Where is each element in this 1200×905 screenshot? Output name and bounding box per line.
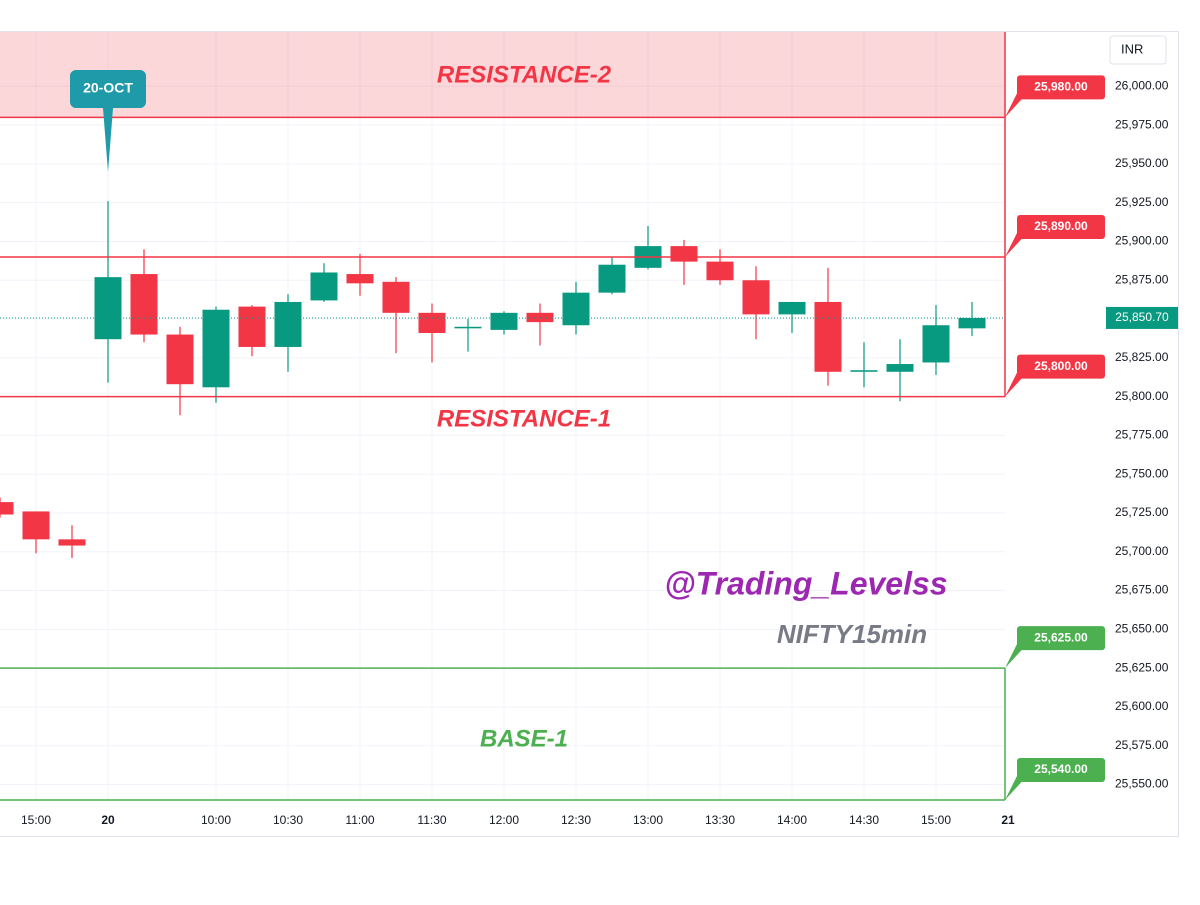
candle-body — [454, 326, 482, 329]
annotation: BASE-1 — [480, 725, 568, 752]
level-tag — [1017, 354, 1105, 379]
x-tick-label: 12:30 — [561, 813, 591, 827]
y-tick-label: 25,550.00 — [1115, 777, 1169, 791]
currency: INR — [1121, 41, 1143, 56]
y-tick-label: 25,700.00 — [1115, 544, 1169, 558]
y-tick-label: 25,925.00 — [1115, 195, 1169, 209]
callout-label: 20-OCT — [83, 80, 133, 96]
last-price-tag — [1106, 306, 1178, 329]
candle-body — [922, 325, 950, 363]
x-tick-label: 10:00 — [201, 813, 231, 827]
level-tag — [1017, 758, 1105, 782]
candle-body — [850, 370, 878, 372]
candle-body — [310, 272, 338, 301]
level-tag-label: 25,980.00 — [1034, 80, 1088, 94]
x-tick-label: 15:00 — [21, 813, 51, 827]
y-tick-label: 25,875.00 — [1115, 272, 1169, 286]
level-tag-label: 25,800.00 — [1034, 359, 1088, 373]
level-tag — [1017, 626, 1105, 651]
candle-body — [886, 364, 914, 372]
last-price-label: 25,850.70 — [1115, 310, 1169, 324]
y-tick-label: 25,800.00 — [1115, 389, 1169, 403]
y-tick-label: 25,900.00 — [1115, 234, 1169, 248]
x-tick-label: 14:30 — [849, 813, 879, 827]
x-tick-label: 10:30 — [273, 813, 303, 827]
annotation: RESISTANCE-1 — [437, 405, 611, 432]
candle-body — [382, 281, 410, 313]
candle-body — [202, 309, 230, 388]
y-tick-label: 25,600.00 — [1115, 699, 1169, 713]
zone — [0, 32, 1005, 118]
y-tick-label: 25,775.00 — [1115, 428, 1169, 442]
level-tag-label: 25,625.00 — [1034, 630, 1088, 644]
x-tick-label: 15:00 — [921, 813, 951, 827]
candle-body — [130, 274, 158, 335]
candle-body — [958, 317, 986, 329]
candle-body — [670, 246, 698, 262]
candle-body — [742, 280, 770, 315]
y-tick-label: 25,575.00 — [1115, 738, 1169, 752]
y-tick-label: 25,825.00 — [1115, 350, 1169, 364]
y-tick-label: 25,725.00 — [1115, 505, 1169, 519]
candle-body — [706, 261, 734, 281]
y-tick-label: 25,650.00 — [1115, 622, 1169, 636]
x-tick-label: 13:00 — [633, 813, 663, 827]
candle-body — [598, 264, 626, 293]
y-tick-label: 25,950.00 — [1115, 156, 1169, 170]
x-tick-label: 21 — [1001, 813, 1015, 827]
candle-body — [778, 301, 806, 315]
y-tick-label: 25,750.00 — [1115, 466, 1169, 480]
y-tick-label: 26,000.00 — [1115, 78, 1169, 92]
y-tick-label: 25,675.00 — [1115, 583, 1169, 597]
candle-body — [94, 277, 122, 340]
level-tag — [1017, 214, 1105, 239]
candle-body — [490, 312, 518, 330]
candle-body — [814, 301, 842, 372]
annotation: @Trading_Levelss — [664, 565, 947, 601]
currency-box — [1109, 35, 1167, 65]
annotation: NIFTY15min — [777, 619, 927, 649]
candle-body — [562, 292, 590, 326]
x-tick-label: 20 — [101, 813, 115, 827]
x-tick-label: 13:30 — [705, 813, 735, 827]
annotation: RESISTANCE-2 — [437, 61, 612, 88]
level-tag — [1017, 75, 1105, 100]
candle-body — [274, 301, 302, 347]
candle-body — [418, 312, 446, 333]
x-tick-label: 11:00 — [345, 813, 374, 827]
level-tag-label: 25,540.00 — [1034, 762, 1088, 776]
x-tick-label: 11:30 — [417, 813, 446, 827]
candle-body — [346, 274, 374, 284]
x-tick-label: 12:00 — [489, 813, 519, 827]
callout-box — [70, 70, 146, 172]
candle-body — [166, 334, 194, 385]
y-tick-label: 25,625.00 — [1115, 660, 1169, 674]
candle-body — [0, 502, 14, 515]
level-tag-label: 25,890.00 — [1034, 219, 1088, 233]
y-tick-label: 25,975.00 — [1115, 117, 1169, 131]
candle-body — [22, 511, 50, 540]
candle-body — [238, 306, 266, 347]
x-tick-label: 14:00 — [777, 813, 807, 827]
candle-body — [58, 539, 86, 546]
